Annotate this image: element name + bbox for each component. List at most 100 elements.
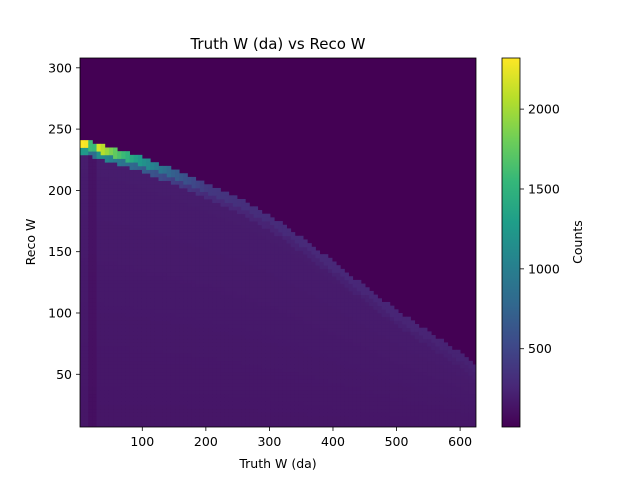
heat-cell-2975	[254, 339, 259, 343]
heat-cell-3283	[274, 280, 279, 284]
heat-cell-1349	[150, 192, 155, 196]
heat-cell-2362	[212, 280, 217, 284]
heat-cell-3366	[282, 387, 287, 391]
heat-cell-698	[117, 405, 122, 409]
heat-cell-1413	[154, 221, 159, 225]
heat-cell-2553	[225, 291, 230, 295]
heat-cell-4713	[415, 350, 420, 354]
heat-cell-962	[130, 262, 135, 266]
heat-cell-2441	[216, 228, 221, 232]
heat-cell-361	[97, 239, 102, 243]
heat-cell-1071	[138, 405, 143, 409]
heat-cell-4610	[402, 401, 407, 405]
heat-cell-2671	[233, 324, 238, 328]
heat-cell-3481	[291, 364, 296, 368]
heat-cell-1772	[175, 206, 180, 210]
heat-cell-2239	[204, 247, 209, 251]
heat-cell-1242	[146, 317, 151, 321]
heat-cell-3814	[316, 269, 321, 273]
heat-cell-654	[113, 287, 118, 291]
heat-cell-1897	[183, 258, 188, 262]
heat-cell-4172	[349, 284, 354, 288]
heat-cell-4665	[411, 420, 416, 424]
heat-cell-3361	[282, 405, 287, 409]
heat-cell-4699	[415, 401, 420, 405]
heat-cell-4796	[427, 346, 432, 350]
heat-cell-3563	[295, 258, 300, 262]
heat-cell-853	[125, 387, 130, 391]
heat-cell-1649	[171, 401, 176, 405]
heat-cell-2522	[225, 405, 230, 409]
heat-cell-4035	[336, 313, 341, 317]
heat-cell-3698	[307, 331, 312, 335]
heat-cell-2876	[245, 258, 250, 262]
heat-cell-181	[88, 331, 93, 335]
heat-cell-2055	[192, 181, 197, 185]
heat-cell-2314	[208, 214, 213, 218]
heat-cell-500	[105, 295, 110, 299]
heat-cell-3479	[291, 372, 296, 376]
heat-cell-532	[105, 177, 110, 181]
heat-cell-3693	[307, 350, 312, 354]
heat-cell-208	[88, 232, 93, 236]
heat-cell-1793	[179, 387, 184, 391]
heat-cell-3051	[258, 280, 263, 284]
heat-cell-3546	[295, 320, 300, 324]
heat-cell-2633	[229, 232, 234, 236]
heat-cell-1367	[154, 390, 159, 394]
heat-cell-2265	[208, 394, 213, 398]
heat-cell-4417	[377, 379, 382, 383]
heat-cell-2868	[245, 287, 250, 291]
heat-cell-1903	[183, 236, 188, 240]
heat-cell-3259	[274, 368, 279, 372]
heat-cell-347	[97, 291, 102, 295]
heat-cell-3278	[274, 298, 279, 302]
heat-cell-1505	[163, 409, 168, 413]
heat-cell-3532	[295, 372, 300, 376]
heat-cell-1258	[146, 258, 151, 262]
heat-cell-4221	[357, 401, 362, 405]
heat-cell-4123	[344, 309, 349, 313]
heat-cell-4351	[369, 353, 374, 357]
heat-cell-3426	[287, 368, 292, 372]
heat-cell-3716	[307, 265, 312, 269]
heat-cell-4249	[357, 298, 362, 302]
heat-cell-1559	[163, 210, 168, 214]
heat-cell-1678	[171, 295, 176, 299]
heat-cell-2224	[204, 302, 209, 306]
heat-cell-3342	[278, 269, 283, 273]
heat-cell-1806	[179, 339, 184, 343]
heat-cell-4165	[349, 309, 354, 313]
heat-cell-2938	[249, 254, 254, 258]
heat-cell-781	[121, 376, 126, 380]
heat-cell-2666	[233, 342, 238, 346]
heat-cell-4313	[365, 353, 370, 357]
heat-cell-3456	[287, 258, 292, 262]
heat-cell-1264	[146, 236, 151, 240]
heat-cell-1409	[154, 236, 159, 240]
heat-cell-1797	[179, 372, 184, 376]
heat-cell-4217	[357, 416, 362, 420]
heat-cell-2700	[233, 217, 238, 221]
heat-cell-4880	[444, 401, 449, 405]
heat-cell-1121	[138, 221, 143, 225]
heat-cell-505	[105, 276, 110, 280]
heat-cell-1170	[142, 313, 147, 317]
heat-cell-2298	[208, 273, 213, 277]
heat-cell-2483	[220, 313, 225, 317]
heat-cell-2983	[254, 309, 259, 313]
heat-cell-2108	[196, 236, 201, 240]
heat-cell-1967	[187, 254, 192, 258]
heat-cell-2295	[208, 284, 213, 288]
heat-cell-3911	[324, 262, 329, 266]
heat-cell-3685	[307, 379, 312, 383]
heat-cell-3414	[287, 412, 292, 416]
heat-cell-3106	[262, 295, 267, 299]
heat-cell-4252	[357, 287, 362, 291]
heat-cell-1255	[146, 269, 151, 273]
heat-cell-1697	[171, 225, 176, 229]
heat-cell-2372	[212, 243, 217, 247]
heat-cell-2144	[200, 350, 205, 354]
heat-cell-3545	[295, 324, 300, 328]
